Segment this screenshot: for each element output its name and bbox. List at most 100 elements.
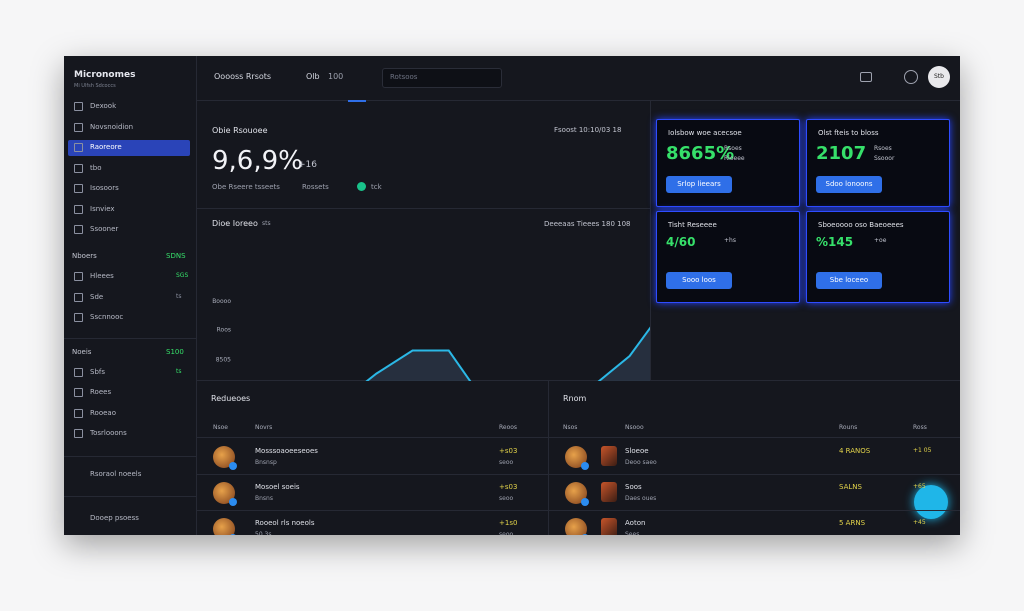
divider	[64, 496, 196, 497]
divider	[549, 474, 960, 475]
section-badge: SDNS	[166, 252, 186, 260]
table-header: Novrs	[255, 424, 273, 431]
summary-meta: Rossets	[302, 183, 329, 191]
row-name: Rooeol rls noeols	[255, 519, 315, 527]
card-value: 8665%	[666, 143, 735, 164]
nav-item[interactable]: Hleees	[90, 272, 114, 280]
workspace-select[interactable]: Ooooss Rrsots	[214, 72, 272, 81]
nav-item[interactable]: Sbfs	[90, 367, 105, 376]
icon-button[interactable]	[860, 72, 872, 82]
section-badge: S100	[166, 347, 184, 356]
icon-button[interactable]	[904, 70, 918, 84]
row-amount: +s03	[499, 483, 518, 491]
search-box[interactable]	[382, 68, 502, 88]
fab-button[interactable]	[914, 485, 948, 519]
card-button[interactable]: Sbe loceeo	[816, 272, 882, 289]
divider	[64, 456, 196, 457]
summary-change: +16	[298, 160, 317, 170]
nav-item[interactable]: Ssooner	[90, 225, 119, 233]
row-extra: +65	[913, 483, 926, 490]
nav-icon	[74, 429, 83, 438]
main-divider	[650, 101, 651, 381]
table-title: Redueoes	[211, 394, 251, 403]
summary-divider	[197, 208, 650, 209]
table-header: Rouns	[839, 424, 858, 431]
nav-badge: ts	[176, 292, 182, 300]
chart-range: Deeeaas Tieees 180 108	[544, 220, 631, 228]
tab-indicator	[348, 100, 366, 102]
row-avatar	[213, 482, 237, 506]
divider	[64, 337, 196, 339]
nav-item[interactable]: Isnviex	[90, 204, 115, 213]
nav-item[interactable]: Dexook	[90, 102, 117, 110]
row-name: Mosoel soeis	[255, 483, 300, 491]
y-tick-label: Roos	[217, 327, 231, 334]
nav-item[interactable]: Sde	[90, 292, 104, 301]
nav-item[interactable]: Tosrlooons	[90, 429, 127, 437]
nav-active-bg	[68, 140, 190, 156]
nav-icon	[74, 313, 83, 322]
table-header: Nsooo	[625, 424, 644, 431]
chart-title: Dioe Ioreeo	[212, 219, 258, 228]
topbar-divider	[197, 100, 960, 101]
card-side: Rsoes	[874, 145, 892, 152]
card-button[interactable]: Srlop lieears	[666, 176, 732, 193]
nav-item[interactable]: tbo	[90, 163, 102, 172]
app-window: 00ss8505RoosBooootbsfbsfdsfbsfdbfdsfdsfo…	[64, 56, 960, 535]
nav-icon	[74, 163, 83, 173]
nav-icon	[74, 184, 83, 193]
summary-title: Obie Rsouoee	[212, 126, 268, 135]
row-extra: +45	[913, 519, 926, 526]
y-tick-label: 8505	[216, 356, 231, 363]
nav-item[interactable]: Raoreore	[90, 143, 122, 151]
footer-link[interactable]: Rsoraol noeels	[90, 470, 142, 478]
divider	[549, 437, 960, 438]
row-amount: 5 ARNS	[839, 519, 866, 527]
card-button[interactable]: Sdoo lonoons	[816, 176, 882, 193]
card-side: Ssooor	[874, 155, 895, 162]
nav-item[interactable]: Rooeao	[90, 408, 116, 417]
nav-icon	[74, 408, 83, 418]
row-thumb	[601, 482, 617, 502]
sidebar-divider	[196, 56, 197, 535]
row-amount: 4 RANOS	[839, 447, 871, 455]
divider	[549, 510, 960, 511]
row-amount: SALNS	[839, 483, 862, 491]
row-sub: Daes oues	[625, 495, 657, 502]
nav-item[interactable]: Novsnoidion	[90, 122, 134, 131]
card-title: Olst fteis to bloss	[818, 129, 879, 137]
status-dot	[357, 182, 366, 191]
nav-item[interactable]: Roees	[90, 388, 112, 396]
card-title: Iolsbow woe acecsoe	[668, 129, 742, 137]
card-side: Rsoes	[724, 145, 742, 152]
nav-item[interactable]: Isosoors	[90, 184, 119, 192]
summary-timestamp: Fsoost 10:10/03 18	[554, 126, 622, 134]
card-button[interactable]: Sooo loos	[666, 272, 732, 289]
y-tick-label: Boooo	[212, 298, 231, 305]
card-title: Sboeoooo oso Baeoeees	[818, 221, 904, 229]
section-title: Noeis	[72, 347, 92, 356]
row-name: Sloeoe	[625, 447, 649, 455]
line-chart: 00ss8505RoosBooootbsfbsfdsfbsfdbfdsfdsfo…	[212, 298, 650, 381]
user-name[interactable]: Dooep psoess	[90, 514, 139, 522]
row-extra: seoo	[499, 459, 514, 466]
nav-item[interactable]: Sscnnooc	[90, 313, 124, 321]
nav-icon	[74, 204, 83, 214]
row-sub: Bnsnsp	[255, 459, 277, 466]
filter[interactable]: Olb	[306, 72, 320, 81]
row-sub: 50.3s	[255, 531, 272, 535]
chart-divider	[197, 380, 960, 381]
avatar[interactable]: Stb	[928, 66, 950, 88]
nav-badge: ts	[176, 367, 182, 375]
card-side: +hs	[724, 237, 736, 244]
summary-status: tck	[371, 183, 382, 191]
divider	[197, 510, 548, 511]
table-header: Reoos	[499, 424, 518, 431]
nav-icon	[74, 388, 83, 397]
card-value: 2107	[816, 143, 867, 164]
divider	[197, 437, 548, 438]
chart-subtitle: sts	[262, 220, 271, 227]
card-side: +oe	[874, 237, 887, 244]
nav-icon	[74, 225, 83, 234]
